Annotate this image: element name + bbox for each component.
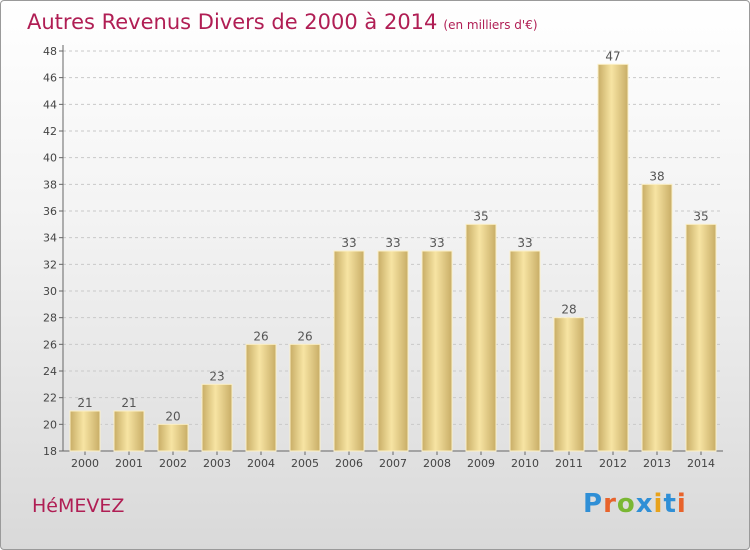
logo-letter: o [616, 489, 636, 519]
y-tick-label: 18 [43, 445, 57, 458]
x-tick-label: 2007 [379, 457, 407, 470]
bar-2013 [641, 183, 673, 452]
y-tick-label: 30 [43, 285, 57, 298]
bar-2011 [553, 317, 585, 452]
logo-letter: P [583, 489, 604, 519]
bar-2000 [69, 410, 101, 452]
logo-letter: i [676, 489, 687, 519]
bar-2012 [597, 63, 629, 452]
bar-2006 [333, 250, 365, 452]
bar-2004 [245, 343, 277, 452]
bar-2001 [113, 410, 145, 452]
chart-subtitle: (en milliers d'€) [443, 18, 538, 32]
data-label: 26 [297, 329, 312, 343]
y-tick-label: 48 [43, 45, 57, 58]
data-label: 33 [517, 236, 532, 250]
y-tick-label: 20 [43, 418, 57, 431]
bar-2002 [157, 423, 189, 452]
y-tick-label: 38 [43, 178, 57, 191]
y-tick-label: 28 [43, 312, 57, 325]
bar-2005 [289, 343, 321, 452]
data-label: 21 [77, 396, 92, 410]
bar-2009 [465, 223, 497, 452]
bar-2014 [685, 223, 717, 452]
x-tick-label: 2006 [335, 457, 363, 470]
y-tick-label: 46 [43, 72, 57, 85]
y-tick-label: 34 [43, 232, 57, 245]
x-tick-label: 2005 [291, 457, 319, 470]
data-label: 33 [385, 236, 400, 250]
axes: 18 20 22 24 26 28 30 32 34 36 38 40 42 44 46 48 2000 2001… [43, 45, 723, 470]
bar-2008 [421, 250, 453, 452]
y-tick-label: 26 [43, 338, 57, 351]
bar-2007 [377, 250, 409, 452]
x-tick-label: 2012 [599, 457, 627, 470]
data-label: 23 [209, 369, 224, 383]
y-tick-label: 42 [43, 125, 57, 138]
bars [69, 63, 717, 452]
x-tick-label: 2004 [247, 457, 275, 470]
logo-letter: t [663, 489, 677, 519]
x-tick-label: 2011 [555, 457, 583, 470]
data-label: 33 [429, 236, 444, 250]
logo-letter: r [603, 489, 617, 519]
data-label: 35 [693, 209, 708, 223]
commune-name: HéMEVEZ [32, 495, 125, 517]
data-label: 26 [253, 329, 268, 343]
chart-title: Autres Revenus Divers de 2000 à 2014 (en … [27, 10, 538, 34]
data-label: 35 [473, 209, 488, 223]
x-tick-label: 2003 [203, 457, 231, 470]
data-labels: 21 21 20 23 26 26 33 33 33 35 33 28 47 38 35 [77, 49, 708, 423]
x-tick-label: 2002 [159, 457, 187, 470]
x-tick-label: 2008 [423, 457, 451, 470]
data-label: 20 [165, 409, 180, 423]
y-tick-label: 44 [43, 98, 57, 111]
y-tick-label: 24 [43, 365, 57, 378]
logo-letter: i [653, 489, 664, 519]
x-tick-label: 2009 [467, 457, 495, 470]
x-tick-label: 2013 [643, 457, 671, 470]
x-tick-label: 2000 [71, 457, 99, 470]
bar-2003 [201, 383, 233, 452]
y-tick-label: 36 [43, 205, 57, 218]
y-tick-label: 32 [43, 258, 57, 271]
chart-title-text: Autres Revenus Divers de 2000 à 2014 [27, 10, 438, 34]
data-label: 21 [121, 396, 136, 410]
y-tick-label: 40 [43, 152, 57, 165]
data-label: 47 [605, 49, 620, 63]
bar-2010 [509, 250, 541, 452]
data-label: 28 [561, 303, 576, 317]
x-tick-label: 2014 [687, 457, 715, 470]
data-label: 33 [341, 236, 356, 250]
logo-letter: x [635, 489, 654, 519]
y-tick-label: 22 [43, 392, 57, 405]
x-tick-label: 2010 [511, 457, 539, 470]
data-label: 38 [649, 169, 664, 183]
proxiti-logo: Proxiti [583, 489, 687, 519]
x-tick-label: 2001 [115, 457, 143, 470]
